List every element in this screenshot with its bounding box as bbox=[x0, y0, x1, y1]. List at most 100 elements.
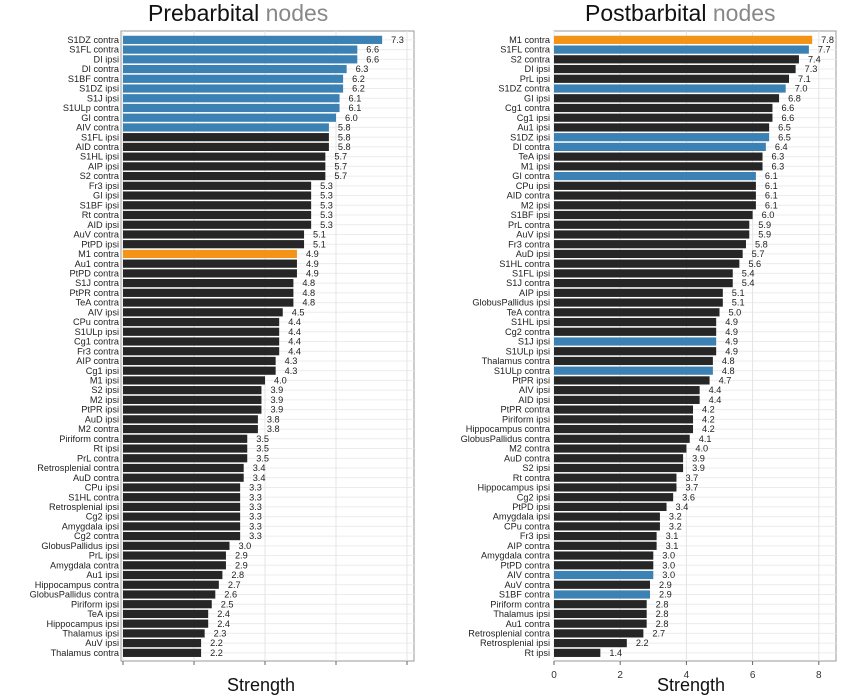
right-value-label: 5.4 bbox=[742, 268, 755, 278]
right-bar bbox=[554, 220, 750, 229]
left-value-label: 6.0 bbox=[345, 113, 358, 123]
left-value-label: 2.6 bbox=[224, 590, 237, 600]
left-value-label: 3.3 bbox=[249, 492, 262, 502]
right-bar bbox=[554, 308, 720, 317]
right-bar bbox=[554, 386, 700, 395]
right-category-label: Thalamus ipsi bbox=[493, 609, 550, 619]
left-bar bbox=[123, 454, 248, 463]
left-bar bbox=[123, 473, 244, 482]
right-value-label: 3.0 bbox=[662, 570, 675, 580]
right-bar bbox=[554, 551, 654, 560]
right-category-label: M2 ipsi bbox=[521, 200, 550, 210]
left-category-label: Thalamus ipsi bbox=[62, 628, 119, 638]
left-value-label: 5.8 bbox=[338, 142, 351, 152]
left-bar bbox=[123, 531, 241, 541]
left-bar bbox=[123, 600, 212, 609]
left-category-label: DI contra bbox=[82, 64, 120, 74]
left-bar bbox=[123, 230, 305, 239]
left-value-label: 4.9 bbox=[306, 259, 319, 269]
left-bar bbox=[123, 609, 209, 619]
left-value-label: 2.9 bbox=[235, 551, 248, 561]
left-bar bbox=[123, 220, 312, 229]
left-category-label: S2 ipsi bbox=[91, 385, 119, 395]
left-value-label: 4.3 bbox=[285, 366, 298, 376]
left-value-label: 3.0 bbox=[239, 541, 252, 551]
left-category-label: M2 contra bbox=[78, 424, 120, 434]
left-category-label: DI ipsi bbox=[93, 54, 119, 64]
left-bar bbox=[123, 444, 248, 453]
left-category-label: PtPD contra bbox=[69, 268, 119, 278]
right-value-label: 3.2 bbox=[669, 521, 682, 531]
right-category-label: S1HL ipsi bbox=[511, 317, 550, 327]
right-bar bbox=[554, 639, 627, 648]
left-x-axis bbox=[122, 661, 408, 665]
left-value-label: 2.5 bbox=[221, 599, 234, 609]
right-value-label: 2.9 bbox=[659, 580, 672, 590]
left-bar bbox=[123, 327, 280, 336]
right-value-label: 4.7 bbox=[719, 376, 732, 386]
left-category-label: S2 contra bbox=[80, 171, 120, 181]
left-bar bbox=[123, 45, 358, 54]
right-bar bbox=[554, 269, 733, 278]
right-bar bbox=[554, 424, 694, 434]
left-bar bbox=[123, 35, 383, 44]
right-value-label: 3.9 bbox=[692, 453, 705, 463]
left-category-label: Cg2 contra bbox=[74, 531, 120, 541]
right-category-label: Piriform ipsi bbox=[502, 414, 550, 424]
right-value-label: 4.4 bbox=[709, 395, 722, 405]
left-bar bbox=[123, 580, 219, 589]
left-bar bbox=[123, 55, 358, 64]
right-value-label: 3.1 bbox=[666, 541, 679, 551]
left-value-label: 5.8 bbox=[338, 132, 351, 142]
right-value-label: 5.1 bbox=[732, 288, 745, 298]
left-category-label: Fr3 ipsi bbox=[89, 181, 119, 191]
left-value-label: 4.8 bbox=[302, 298, 315, 308]
right-category-label: PtPR contra bbox=[500, 405, 550, 415]
right-bar bbox=[554, 142, 766, 151]
left-category-label: AIV ipsi bbox=[88, 307, 119, 317]
left-bar bbox=[123, 619, 209, 628]
right-value-label: 6.4 bbox=[775, 142, 788, 152]
left-bar bbox=[123, 590, 216, 599]
left-category-label: GlobusPallidus contra bbox=[30, 590, 120, 600]
left-category-label: M2 ipsi bbox=[90, 395, 119, 405]
right-bar bbox=[554, 580, 650, 589]
right-value-label: 2.8 bbox=[656, 609, 669, 619]
right-bar bbox=[554, 600, 647, 609]
left-category-label: PtPR contra bbox=[69, 288, 119, 298]
right-bar bbox=[554, 531, 657, 541]
right-value-label: 4.9 bbox=[725, 337, 738, 347]
right-value-label: 6.1 bbox=[765, 171, 778, 181]
right-chart-title-main: Postbarbital bbox=[585, 0, 707, 26]
right-bar bbox=[554, 463, 684, 473]
right-value-label: 6.5 bbox=[778, 132, 791, 142]
left-bar bbox=[123, 347, 280, 356]
right-bar bbox=[554, 512, 660, 521]
left-bar bbox=[123, 648, 202, 657]
left-value-label: 3.3 bbox=[249, 512, 262, 522]
right-bar bbox=[554, 395, 700, 404]
right-category-label: Hippocampus contra bbox=[466, 424, 551, 434]
right-category-label: AuD contra bbox=[504, 453, 551, 463]
left-value-label: 3.9 bbox=[270, 385, 283, 395]
right-bar bbox=[554, 259, 740, 268]
right-value-label: 5.6 bbox=[748, 259, 761, 269]
left-category-label: Cg1 contra bbox=[74, 337, 120, 347]
right-bar bbox=[554, 570, 654, 580]
left-bar bbox=[123, 298, 294, 307]
right-category-label: S1BF contra bbox=[499, 590, 551, 600]
left-value-label: 5.1 bbox=[313, 239, 326, 249]
left-category-label: S1J contra bbox=[75, 278, 120, 288]
right-category-label: Hippocampus ipsi bbox=[477, 483, 550, 493]
left-value-label: 3.4 bbox=[253, 463, 266, 473]
left-value-label: 4.9 bbox=[306, 249, 319, 259]
left-bar bbox=[123, 541, 230, 550]
right-bar bbox=[554, 279, 733, 288]
right-category-label: TeA contra bbox=[507, 307, 551, 317]
left-value-label: 3.5 bbox=[256, 434, 269, 444]
left-category-label: CPu contra bbox=[73, 317, 120, 327]
left-category-label: S1BF ipsi bbox=[80, 200, 119, 210]
right-bar bbox=[554, 123, 770, 132]
left-value-label: 3.3 bbox=[249, 521, 262, 531]
right-category-label: S1J contra bbox=[506, 278, 551, 288]
